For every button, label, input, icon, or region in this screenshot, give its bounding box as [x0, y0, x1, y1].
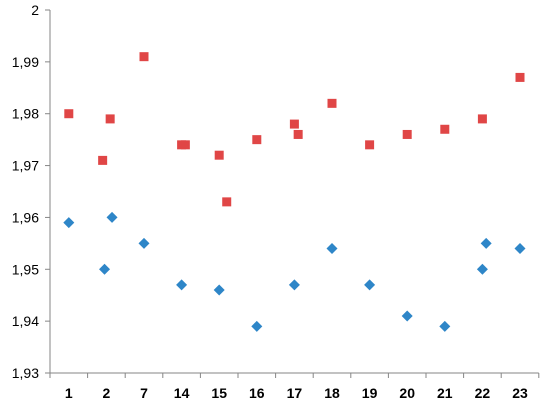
- data-point-diamond: [176, 279, 188, 291]
- data-point-square: [515, 72, 525, 82]
- data-point-square: [180, 140, 190, 150]
- data-point-diamond: [326, 243, 338, 255]
- x-tick-label: 16: [249, 385, 265, 401]
- data-point-square: [214, 150, 224, 160]
- y-axis: 1,93 1,94 1,95 1,96 1,97 1,98 1,99 2: [12, 2, 51, 381]
- y-tick-label: 1,98: [12, 106, 39, 122]
- data-point-diamond: [401, 310, 413, 322]
- y-tick-label: 1,96: [12, 209, 39, 225]
- x-tick-label: 15: [211, 385, 227, 401]
- data-point-diamond: [251, 320, 263, 332]
- x-tick-label: 2: [103, 385, 111, 401]
- data-point-square: [289, 119, 299, 129]
- data-point-square: [440, 124, 450, 134]
- y-tick-label: 1,97: [12, 158, 39, 174]
- data-point-square: [139, 52, 149, 62]
- data-point-square: [222, 197, 232, 207]
- y-tick-label: 1,99: [12, 54, 39, 70]
- data-point-square: [365, 140, 375, 150]
- x-tick-label: 22: [475, 385, 491, 401]
- y-tick-label: 1,94: [12, 313, 39, 329]
- data-point-square: [105, 114, 115, 124]
- data-point-square: [64, 109, 74, 119]
- x-tick-label: 17: [287, 385, 303, 401]
- data-point-diamond: [63, 217, 75, 229]
- data-point-square: [98, 155, 108, 165]
- x-axis: 1 2 7 14 15 16 17 18 19 20 21 22 23: [49, 372, 540, 401]
- data-point-square: [293, 129, 303, 139]
- y-tick-label: 1,93: [12, 365, 39, 381]
- data-point-diamond: [99, 263, 111, 275]
- x-tick-label: 20: [399, 385, 415, 401]
- data-point-square: [402, 129, 412, 139]
- y-tick-label: 2: [31, 2, 39, 18]
- series-layer: [63, 52, 526, 332]
- data-point-square: [327, 98, 337, 108]
- data-point-diamond: [514, 243, 526, 255]
- x-tick-label: 7: [140, 385, 148, 401]
- data-point-diamond: [106, 211, 118, 223]
- series-square-markers: [64, 52, 525, 207]
- y-tick-label: 1,95: [12, 261, 39, 277]
- data-point-diamond: [364, 279, 376, 291]
- x-tick-label: 18: [324, 385, 340, 401]
- data-point-diamond: [439, 320, 451, 332]
- data-point-diamond: [476, 263, 488, 275]
- data-point-diamond: [138, 237, 150, 249]
- x-tick-label: 1: [65, 385, 73, 401]
- series-diamond-markers: [63, 211, 526, 332]
- x-tick-label: 14: [174, 385, 190, 401]
- data-point-square: [477, 114, 487, 124]
- x-tick-label: 23: [512, 385, 528, 401]
- data-point-diamond: [288, 279, 300, 291]
- data-point-diamond: [480, 237, 492, 249]
- data-point-diamond: [213, 284, 225, 296]
- data-point-square: [252, 135, 262, 145]
- x-tick-label: 21: [437, 385, 453, 401]
- x-tick-label: 19: [362, 385, 378, 401]
